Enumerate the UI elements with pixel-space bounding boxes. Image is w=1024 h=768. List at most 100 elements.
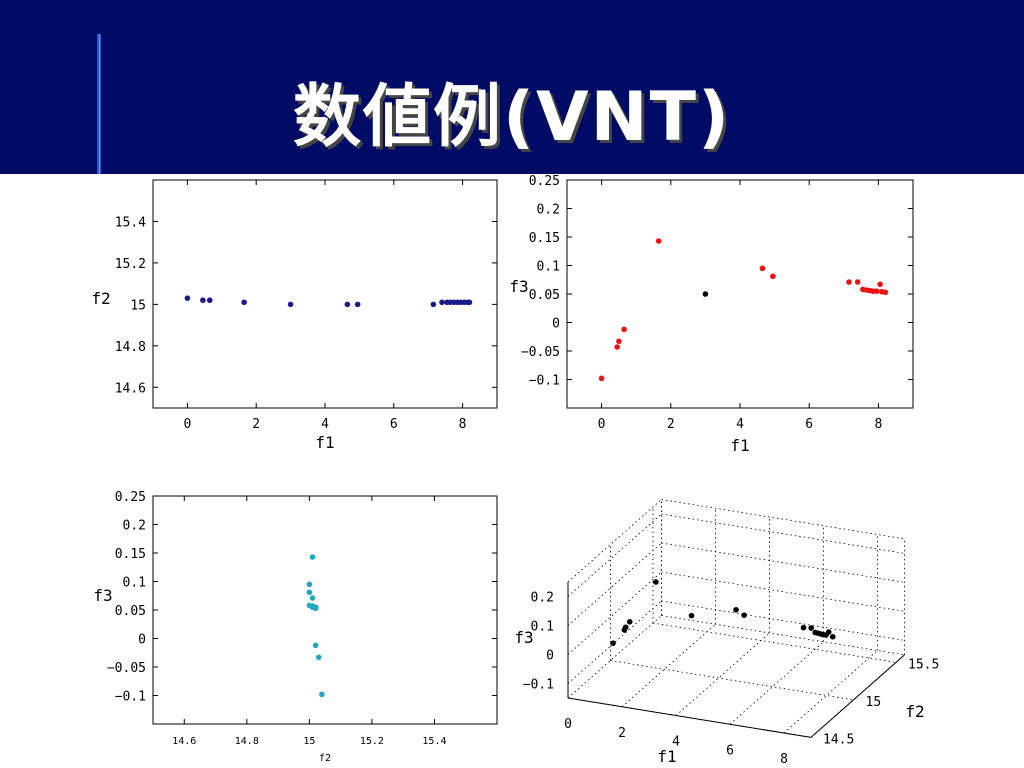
y-tick-label: 0.1	[537, 260, 560, 275]
plot-frame	[566, 179, 914, 409]
y-axis-label: f2	[905, 702, 924, 721]
data-point	[759, 265, 766, 272]
grid-line	[567, 571, 662, 655]
grid-line	[661, 542, 905, 583]
data-point	[466, 299, 473, 306]
plot-frame	[152, 179, 498, 409]
data-point	[315, 654, 322, 661]
data-point	[430, 301, 437, 308]
data-point	[312, 605, 319, 612]
data-point	[655, 238, 662, 244]
grid-line	[661, 571, 905, 612]
x-tick-label: 14.6	[172, 736, 196, 747]
data-point	[622, 624, 629, 631]
data-point	[854, 279, 861, 285]
x-tick-label: 2	[252, 417, 260, 432]
chart-panel-1: 0 2 4 6 8 14.6 14.8 15 15.2 15.4 f1 f2	[91, 179, 498, 452]
x-axis-label: f2	[319, 753, 331, 764]
grid-line	[729, 641, 824, 725]
data-point	[733, 606, 739, 613]
x-tick-label: 2	[618, 726, 626, 741]
data-point	[882, 289, 889, 296]
grid-line	[661, 513, 905, 554]
y-tick-label: 14.5	[823, 732, 854, 747]
x-tick-label: 8	[874, 417, 882, 432]
x-tick-label: 4	[672, 735, 680, 750]
data-point	[877, 281, 883, 288]
data-point	[439, 299, 445, 306]
y-tick-label: 15	[130, 298, 146, 313]
y-axis-label: f3	[93, 586, 112, 605]
data-point	[598, 375, 605, 382]
data-point	[319, 691, 325, 698]
grid-line	[621, 623, 716, 708]
y-tick-label: 15.4	[115, 215, 146, 230]
x-tick-label: 6	[390, 417, 398, 432]
y-tick-label: −0.1	[115, 690, 146, 705]
slide-title: 数値例(VNT)	[292, 78, 732, 157]
grid-line	[652, 622, 897, 663]
y-tick-label: 0.15	[529, 231, 560, 246]
banner-accent-highlight	[99, 34, 100, 174]
data-point	[846, 279, 852, 285]
x-axis-line	[567, 697, 812, 738]
y-tick-label: 0.05	[115, 604, 146, 619]
x-tick-label: 15.4	[422, 736, 446, 747]
chart-panel-3: 14.6 14.8 15 15.2 15.4 −0.1 −0.05 0 0.05 0.1 0.15 0…	[93, 490, 498, 764]
grid-line	[783, 650, 878, 734]
data-point	[344, 301, 351, 308]
x-tick-label: 2	[667, 417, 675, 432]
data-point	[808, 625, 814, 631]
y-axis-label: f3	[509, 277, 528, 296]
x-axis-label: f1	[657, 747, 676, 766]
data-point	[610, 640, 616, 646]
grid-line	[610, 660, 854, 701]
y-tick-label: 15.2	[115, 257, 146, 272]
x-tick-label: 15	[303, 736, 315, 747]
data-point	[825, 629, 832, 635]
x-tick-label: 0	[183, 417, 191, 432]
y-tick-label: −0.05	[107, 661, 146, 676]
title-banner	[0, 0, 1024, 174]
y-tick-label: 0.15	[115, 547, 146, 562]
grid-line	[661, 499, 905, 540]
data-point	[702, 291, 709, 297]
chart-panel-2: 0 2 4 6 8 −0.1 −0.05 0 0.05 0.1 0.15 0.2 0.25 f1 f3	[509, 174, 914, 455]
data-point	[873, 288, 880, 294]
y-axis-label: f2	[91, 289, 110, 308]
data-point	[306, 581, 313, 588]
y-axis-line	[810, 654, 905, 738]
data-point	[184, 295, 191, 301]
data-point	[354, 301, 361, 308]
grid-line	[567, 513, 662, 597]
y-tick-label: 0.25	[115, 490, 146, 505]
x-tick-label: 8	[459, 417, 467, 432]
grid-line	[661, 615, 905, 656]
x-tick-label: 15.2	[360, 736, 384, 747]
data-point	[306, 589, 313, 596]
z-tick-label: 0.2	[531, 591, 554, 606]
data-point	[741, 612, 747, 618]
data-point	[200, 297, 206, 304]
grid-line	[567, 542, 662, 626]
data-point	[309, 554, 316, 560]
x-axis-label: f1	[315, 433, 334, 452]
data-point	[614, 344, 620, 350]
y-tick-label: 0.2	[123, 519, 146, 534]
y-tick-label: 0.25	[529, 174, 560, 189]
data-point	[829, 633, 836, 640]
data-point	[770, 273, 776, 280]
x-tick-label: 0	[564, 717, 572, 732]
data-point	[626, 619, 633, 625]
grid-line	[567, 600, 662, 684]
y-tick-label: 0	[552, 317, 560, 332]
data-point	[241, 299, 247, 306]
plot-frame	[152, 495, 498, 725]
grid-line	[661, 600, 905, 641]
y-tick-label: 14.8	[115, 340, 146, 355]
x-axis-label: f1	[730, 436, 749, 455]
y-tick-label: 15.5	[908, 657, 939, 672]
data-point	[653, 579, 659, 585]
data-point	[206, 297, 213, 304]
